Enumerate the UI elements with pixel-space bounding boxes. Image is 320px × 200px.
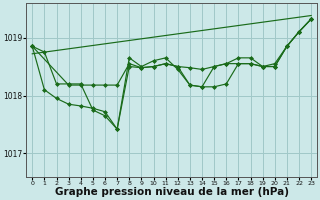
- X-axis label: Graphe pression niveau de la mer (hPa): Graphe pression niveau de la mer (hPa): [55, 187, 289, 197]
